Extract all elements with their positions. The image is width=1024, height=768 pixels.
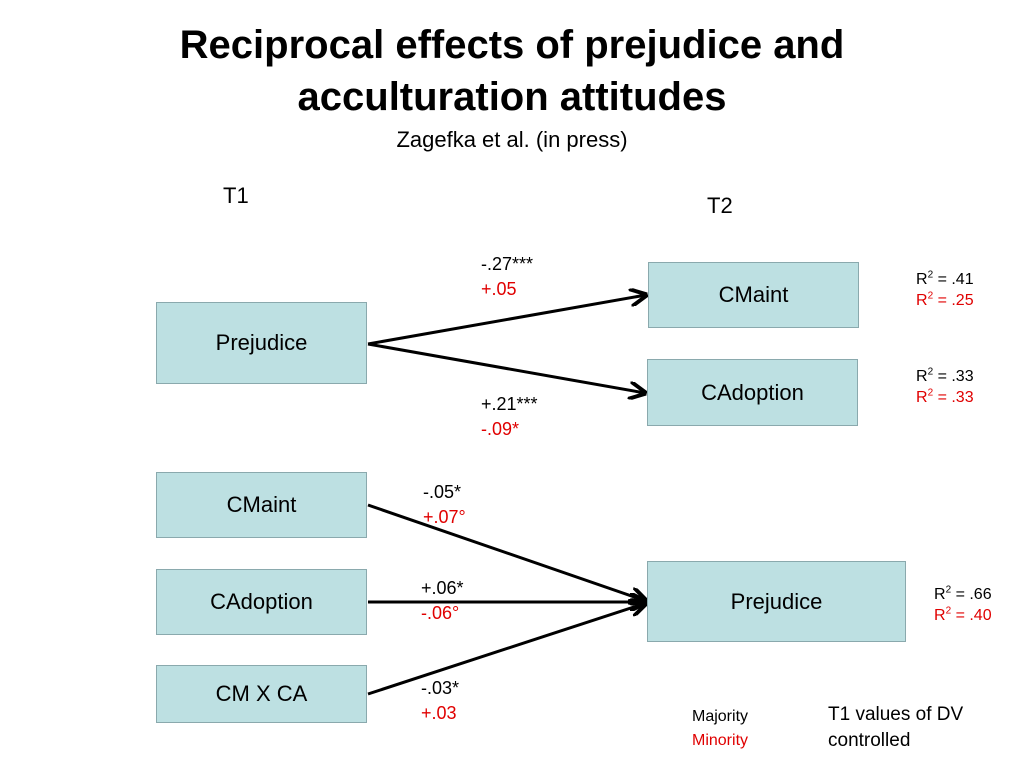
arrow-prejudice-to-cmaint [367, 295, 646, 346]
coef-minority: -.09* [481, 419, 520, 439]
arrow-cmaint-to-prejudice [367, 503, 646, 601]
box-cmaint-t1: CMaint [156, 472, 367, 538]
legend: Majority Minority [692, 705, 748, 753]
coef-minority: +.03 [421, 703, 457, 723]
time-label-t2: T2 [707, 193, 733, 218]
coef-cmaint-to-prejudice: -.05* +.07° [423, 480, 466, 530]
coef-majority: +.06* [421, 578, 464, 598]
note-line-1: T1 values of DV [828, 704, 964, 725]
r2-majority: R2 = .41 [916, 269, 974, 288]
arrow-prejudice-to-cadoption [367, 342, 645, 393]
r2-prejudice: R2 = .66 R2 = .40 [934, 584, 992, 626]
box-cmaint-t2: CMaint [648, 262, 859, 328]
coef-cmxca-to-prejudice: -.03* +.03 [421, 676, 459, 726]
coef-majority: -.03* [421, 678, 460, 698]
coef-minority: +.05 [481, 279, 517, 299]
note-line-2: controlled [828, 730, 911, 751]
subtitle: Zagefka et al. (in press) [396, 127, 628, 152]
r2-cmaint: R2 = .41 R2 = .25 [916, 269, 974, 311]
box-prejudice-t1: Prejudice [156, 302, 367, 384]
coef-majority: -.27*** [481, 254, 534, 274]
box-cmxca-t1: CM X CA [156, 665, 367, 723]
coef-prejudice-to-cmaint: -.27*** +.05 [481, 252, 533, 302]
title-line-2: acculturation attitudes [297, 75, 727, 119]
coef-cadoption-to-prejudice: +.06* -.06° [421, 576, 464, 626]
coef-majority: +.21*** [481, 394, 538, 414]
coef-majority: -.05* [423, 482, 462, 502]
r2-majority: R2 = .33 [916, 366, 974, 385]
r2-majority: R2 = .66 [934, 584, 992, 603]
r2-minority: R2 = .40 [934, 605, 992, 624]
legend-minority: Minority [692, 732, 749, 749]
r2-minority: R2 = .25 [916, 290, 974, 309]
box-cadoption-t2: CAdoption [647, 359, 858, 426]
box-cadoption-t1: CAdoption [156, 569, 367, 635]
note-t1-values: T1 values of DV controlled [828, 702, 963, 754]
r2-cadoption: R2 = .33 R2 = .33 [916, 366, 974, 408]
coef-minority: +.07° [423, 507, 466, 527]
box-prejudice-t2: Prejudice [647, 561, 906, 642]
r2-minority: R2 = .33 [916, 387, 974, 406]
legend-majority: Majority [692, 708, 749, 725]
title-line-1: Reciprocal effects of prejudice and [179, 23, 845, 67]
time-label-t1: T1 [223, 183, 249, 208]
arrow-cmxca-to-prejudice [367, 603, 646, 696]
coef-prejudice-to-cadoption: +.21*** -.09* [481, 392, 538, 442]
coef-minority: -.06° [421, 603, 460, 623]
